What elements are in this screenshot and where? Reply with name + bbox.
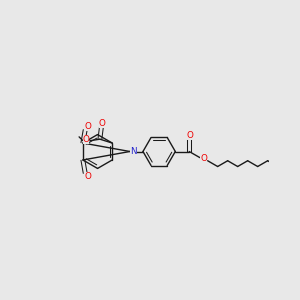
Text: N: N bbox=[130, 147, 137, 156]
Text: O: O bbox=[200, 154, 207, 163]
Text: O: O bbox=[84, 122, 91, 130]
Text: O: O bbox=[84, 172, 91, 182]
Text: O: O bbox=[82, 136, 89, 145]
Text: O: O bbox=[187, 131, 194, 140]
Text: O: O bbox=[99, 118, 106, 127]
